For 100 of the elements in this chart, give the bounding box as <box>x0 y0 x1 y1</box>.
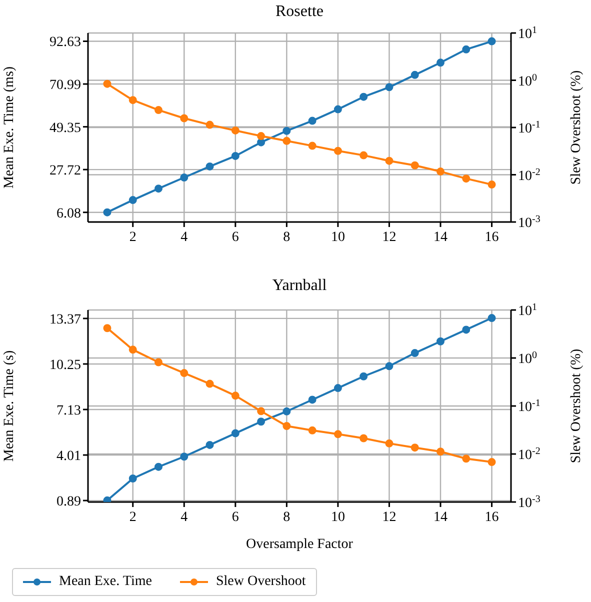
y2-tick-label: 10$^{1}$ <box>518 302 537 319</box>
point <box>128 346 137 354</box>
point <box>360 434 368 442</box>
point <box>360 92 368 101</box>
y2-axis-title: Slew Overshoot (%) <box>568 70 584 185</box>
point <box>488 314 496 322</box>
point <box>385 439 394 448</box>
point <box>103 496 112 502</box>
point <box>206 120 214 129</box>
point <box>436 168 444 176</box>
point <box>410 444 419 452</box>
point <box>257 407 266 416</box>
y-axis-title: Mean Exe. Time (ms) <box>2 66 17 189</box>
point <box>128 474 137 483</box>
point <box>206 380 214 388</box>
point <box>282 136 291 145</box>
point <box>308 142 316 150</box>
y-tick-label: 49.35 <box>50 120 81 136</box>
point <box>488 458 496 466</box>
point <box>385 83 394 92</box>
point <box>334 146 342 155</box>
point <box>257 418 266 426</box>
point <box>180 369 188 378</box>
point <box>488 180 496 189</box>
x-tick-label: 16 <box>484 230 499 245</box>
point <box>462 326 470 334</box>
point <box>206 440 214 449</box>
x-tick-label: 6 <box>232 230 239 245</box>
point <box>103 208 112 216</box>
point <box>154 184 162 193</box>
x-tick-label: 6 <box>232 510 239 525</box>
y-tick-label: 10.25 <box>50 358 81 373</box>
point <box>308 426 316 434</box>
x-tick-label: 16 <box>484 510 499 525</box>
point <box>385 156 394 165</box>
y-axis-title: Mean Exe. Time (s) <box>2 350 17 462</box>
point <box>154 462 162 471</box>
y2-tick-label: 10$^{0}$ <box>518 350 537 367</box>
point <box>308 396 316 404</box>
point <box>231 126 240 134</box>
y-tick-label: 27.72 <box>50 164 81 179</box>
x-tick-label: 4 <box>180 230 188 245</box>
point <box>154 106 162 114</box>
point <box>360 372 368 380</box>
y2-tick-label: 10$^{1}$ <box>518 24 537 42</box>
y-tick-label: 13.37 <box>50 312 81 328</box>
point <box>180 452 188 461</box>
point <box>360 151 368 160</box>
point <box>308 116 316 125</box>
y-tick-label: 92.63 <box>50 35 81 50</box>
y-tick-label: 4.01 <box>56 449 81 464</box>
x-tick-label: 2 <box>129 510 136 525</box>
point <box>436 58 444 67</box>
y2-tick-label: 10$^{-3}$ <box>518 494 540 511</box>
x-tick-label: 10 <box>330 230 345 245</box>
point <box>231 152 240 160</box>
point <box>462 454 470 463</box>
x-tick-label: 10 <box>330 510 345 525</box>
x-tick-label: 14 <box>434 510 448 525</box>
point <box>436 337 444 346</box>
point <box>385 362 394 370</box>
y2-tick-label: 10$^{-1}$ <box>518 398 540 415</box>
x-axis-title: Oversample Factor <box>246 537 354 552</box>
point <box>257 132 266 140</box>
point <box>410 70 419 79</box>
point <box>410 161 419 170</box>
point <box>462 174 470 183</box>
point <box>154 358 162 366</box>
point <box>410 349 419 358</box>
x-tick-label: 12 <box>382 230 396 245</box>
x-tick-label: 4 <box>180 510 188 525</box>
chart-title: Yarnball <box>272 277 327 294</box>
x-tick-label: 14 <box>434 230 448 245</box>
point <box>128 196 137 204</box>
point <box>180 174 188 182</box>
point <box>282 126 291 135</box>
x-tick-label: 8 <box>283 510 290 525</box>
x-tick-label: 12 <box>382 510 396 525</box>
point <box>282 422 291 430</box>
point <box>334 430 342 438</box>
x-tick-label: 2 <box>129 230 136 245</box>
point <box>282 407 291 416</box>
y-tick-label: 6.08 <box>56 206 81 222</box>
point <box>334 105 342 114</box>
point <box>488 37 496 46</box>
y-tick-label: 0.89 <box>56 494 81 510</box>
y2-tick-label: 10$^{-3}$ <box>518 214 540 231</box>
point <box>231 392 240 400</box>
point <box>180 114 188 122</box>
point <box>103 80 112 88</box>
point <box>334 384 342 392</box>
y2-tick-label: 10$^{-2}$ <box>518 166 540 184</box>
chart-title: Rosette <box>276 3 324 20</box>
point <box>206 162 214 170</box>
legend-label: Slew Overshoot <box>216 574 306 590</box>
y2-tick-label: 10$^{-2}$ <box>518 446 540 463</box>
point <box>231 429 240 438</box>
legend-label: Mean Exe. Time <box>59 574 152 590</box>
point <box>462 45 470 54</box>
y-tick-label: 70.99 <box>50 78 81 94</box>
